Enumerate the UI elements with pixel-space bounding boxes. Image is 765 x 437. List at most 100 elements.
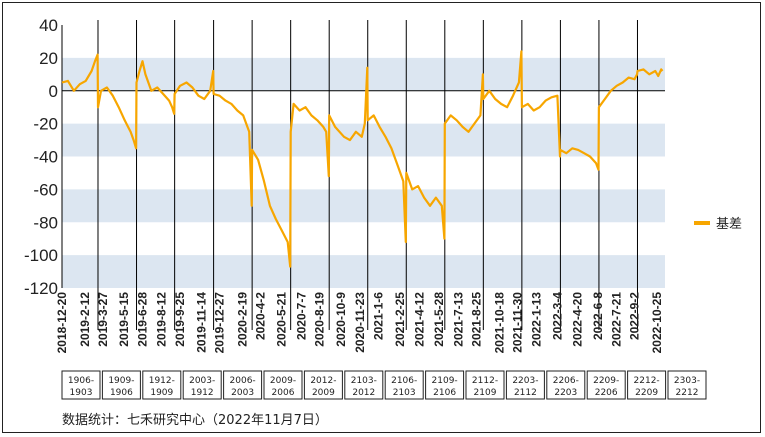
y-tick-label: -40 <box>33 148 58 167</box>
contract-label-box <box>101 370 141 400</box>
contract-label: 2106- 2103 <box>384 370 424 400</box>
x-tick-label: 2019-12-27 <box>213 292 227 354</box>
band-0 <box>62 57 665 91</box>
contract-far: 2103 <box>393 388 416 398</box>
band-2 <box>62 189 665 223</box>
contract-near: 1912- <box>149 376 175 386</box>
contract-far: 2112 <box>514 388 537 398</box>
contract-label-box <box>425 370 465 400</box>
x-tick-label: 2020-11-23 <box>353 292 367 353</box>
x-tick-label: 2020-5-21 <box>274 292 288 347</box>
x-tick-label: 2021-2-25 <box>393 292 407 347</box>
contract-far: 2006 <box>272 388 295 398</box>
x-tick-label: 2021-1-6 <box>372 292 386 340</box>
contract-label-box <box>667 370 707 400</box>
x-tick-label: 2019-2-12 <box>78 292 92 347</box>
contract-near: 2112- <box>472 376 498 386</box>
contract-label-box <box>344 370 384 400</box>
contract-label: 2209- 2206 <box>586 370 626 400</box>
contract-far: 2012 <box>352 388 375 398</box>
y-tick-label: 20 <box>39 49 58 68</box>
legend-label: 基差 <box>716 217 743 232</box>
contract-label-box <box>586 370 626 400</box>
contract-far: 2203 <box>554 388 577 398</box>
contract-label: 2103- 2012 <box>344 370 384 400</box>
contract-label-box <box>627 370 667 400</box>
contract-label: 1912- 1909 <box>142 370 182 400</box>
contract-near: 2106- <box>391 376 417 386</box>
x-tick-label: 2021-4-12 <box>412 292 426 347</box>
y-tick-labels: 40 20 0 -20 -40 -60 -80 -100 -120 <box>24 16 58 298</box>
contract-near: 2206- <box>553 376 579 386</box>
contract-label: 2012- 2009 <box>303 370 343 400</box>
x-tick-label: 2020-7-7 <box>294 292 308 340</box>
contract-label: 1906- 1903 <box>61 370 101 400</box>
contract-label: 2203- 2112 <box>505 370 545 400</box>
contract-near: 2212- <box>634 376 660 386</box>
contract-label: 2109- 2106 <box>425 370 465 400</box>
contract-far: 2003 <box>231 388 254 398</box>
contract-label-box <box>465 370 505 400</box>
x-tick-label: 2020-4-2 <box>254 292 268 340</box>
contract-far: 1912 <box>191 388 214 398</box>
contract-label: 2206- 2203 <box>546 370 586 400</box>
contract-label-box <box>263 370 303 400</box>
contract-far: 1903 <box>70 388 93 398</box>
contract-far: 2212 <box>676 388 699 398</box>
background-bands <box>62 57 665 288</box>
x-tick-label: 2018-12-20 <box>55 292 69 354</box>
contract-far: 1909 <box>150 388 173 398</box>
x-tick-label: 2020-10-9 <box>334 292 348 347</box>
contract-far: 2106 <box>433 388 456 398</box>
contract-near: 2006- <box>230 376 256 386</box>
legend: 基差 <box>694 213 742 232</box>
y-tick-label: 40 <box>39 16 58 35</box>
x-tick-label: 2020-8-19 <box>312 292 326 347</box>
y-tick-label: -60 <box>33 180 58 199</box>
x-tick-label: 2020-2-19 <box>235 292 249 347</box>
x-tick-label: 2022-1-13 <box>529 292 543 347</box>
contract-near: 2109- <box>432 376 458 386</box>
contract-label-box <box>384 370 424 400</box>
contract-near: 2303- <box>674 376 700 386</box>
x-tick-label: 2022-9-2 <box>628 292 642 340</box>
contract-near: 2203- <box>512 376 538 386</box>
contract-near: 2209- <box>593 376 619 386</box>
contract-near: 2009- <box>270 376 296 386</box>
contract-label: 2212- 2209 <box>627 370 667 400</box>
contract-label: 2303- 2212 <box>667 370 707 400</box>
x-tick-label: 2022-7-21 <box>609 292 623 347</box>
x-tick-label: 2021-8-25 <box>470 292 484 347</box>
y-tick-label: -120 <box>24 279 58 298</box>
contract-label-box <box>546 370 586 400</box>
x-tick-label: 2021-11-30 <box>511 292 525 353</box>
series-line-basis <box>61 50 664 268</box>
contract-label-box <box>505 370 545 400</box>
contract-near: 2003- <box>189 376 215 386</box>
contract-near: 1909- <box>108 376 134 386</box>
x-tick-labels: 2018-12-20 2019-2-12 2019-3-27 2019-5-15 201… <box>55 292 664 354</box>
y-tick-label: -100 <box>24 246 58 265</box>
contract-label: 1909- 1906 <box>101 370 141 400</box>
x-tick-label: 2021-7-13 <box>451 292 465 347</box>
contract-label: 2009- 2006 <box>263 370 303 400</box>
x-tick-label: 2019-9-25 <box>173 292 187 347</box>
contract-spread-labels: 1906- 1903 1909- 1906 1912- 1909 2003- 1912 2006… <box>61 370 707 400</box>
y-tick-label: -80 <box>33 213 58 232</box>
x-tick-label: 2022-6-8 <box>591 292 605 340</box>
contract-far: 2209 <box>635 388 658 398</box>
contract-label: 2112- 2109 <box>465 370 505 400</box>
y-tick-label: -20 <box>33 115 58 134</box>
y-tick-label: 0 <box>49 82 58 101</box>
x-tick-label: 2021-10-18 <box>492 292 506 354</box>
contract-label: 2006- 2003 <box>223 370 263 400</box>
contract-label-box <box>223 370 263 400</box>
contract-label-box <box>303 370 343 400</box>
contract-far: 2206 <box>595 388 618 398</box>
contract-far: 1906 <box>110 388 133 398</box>
x-tick-label: 2019-8-12 <box>155 292 169 347</box>
contract-far: 2009 <box>312 388 335 398</box>
x-tick-label: 2019-5-15 <box>117 292 131 347</box>
x-tick-label: 2022-3-4 <box>550 292 564 340</box>
x-tick-label: 2022-4-20 <box>570 292 584 347</box>
